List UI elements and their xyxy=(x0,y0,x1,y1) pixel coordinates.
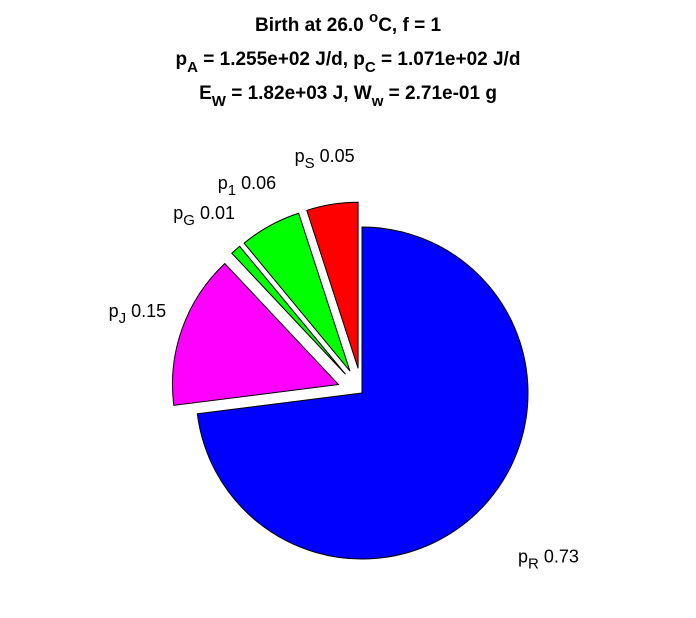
title-line: Birth at 26.0 oC, f = 1 xyxy=(255,9,441,36)
title-line: EW = 1.82e+03 J, Ww = 2.71e-01 g xyxy=(199,83,497,110)
title-part: p xyxy=(176,49,188,70)
label-value: 0.06 xyxy=(241,173,276,193)
label-sub: 1 xyxy=(228,182,236,199)
label-sub: S xyxy=(305,155,315,172)
pie-slice xyxy=(231,245,346,375)
slice-label: pJ 0.15 xyxy=(109,301,167,327)
slice-label: pG 0.01 xyxy=(173,203,235,229)
title-part: A xyxy=(187,59,198,76)
label-name: p xyxy=(218,173,228,193)
title-part: C, f = 1 xyxy=(378,15,441,36)
label-name: p xyxy=(109,301,119,321)
title-part: = 1.82e+03 J, W xyxy=(226,83,372,104)
title-part: C xyxy=(365,59,376,76)
pie-slice xyxy=(306,201,359,369)
title-part: Birth at 26.0 xyxy=(255,15,369,36)
pie-slice xyxy=(171,262,340,406)
title-part: w xyxy=(371,93,384,110)
label-value: 0.15 xyxy=(131,301,166,321)
title-part: W xyxy=(212,93,227,110)
title-part: = 1.071e+02 J/d xyxy=(376,49,521,70)
title-part: o xyxy=(369,9,378,26)
pie-slice xyxy=(243,212,351,372)
label-name: p xyxy=(518,546,528,566)
label-sub: J xyxy=(119,310,127,327)
label-sub: R xyxy=(528,555,539,572)
title-part: = 2.71e-01 g xyxy=(383,83,497,104)
slice-label: pS 0.05 xyxy=(295,146,355,172)
label-name: p xyxy=(295,146,305,166)
label-sub: G xyxy=(183,212,195,229)
title-part: = 1.255e+02 J/d, p xyxy=(198,49,365,70)
label-value: 0.05 xyxy=(320,146,355,166)
label-name: p xyxy=(173,203,183,223)
label-value: 0.01 xyxy=(200,203,235,223)
label-value: 0.73 xyxy=(544,546,579,566)
pie-slice xyxy=(196,226,529,560)
title-part: E xyxy=(199,83,212,104)
title-line: pA = 1.255e+02 J/d, pC = 1.071e+02 J/d xyxy=(176,49,521,76)
slice-label: p1 0.06 xyxy=(218,173,276,199)
slice-label: pR 0.73 xyxy=(518,546,579,572)
